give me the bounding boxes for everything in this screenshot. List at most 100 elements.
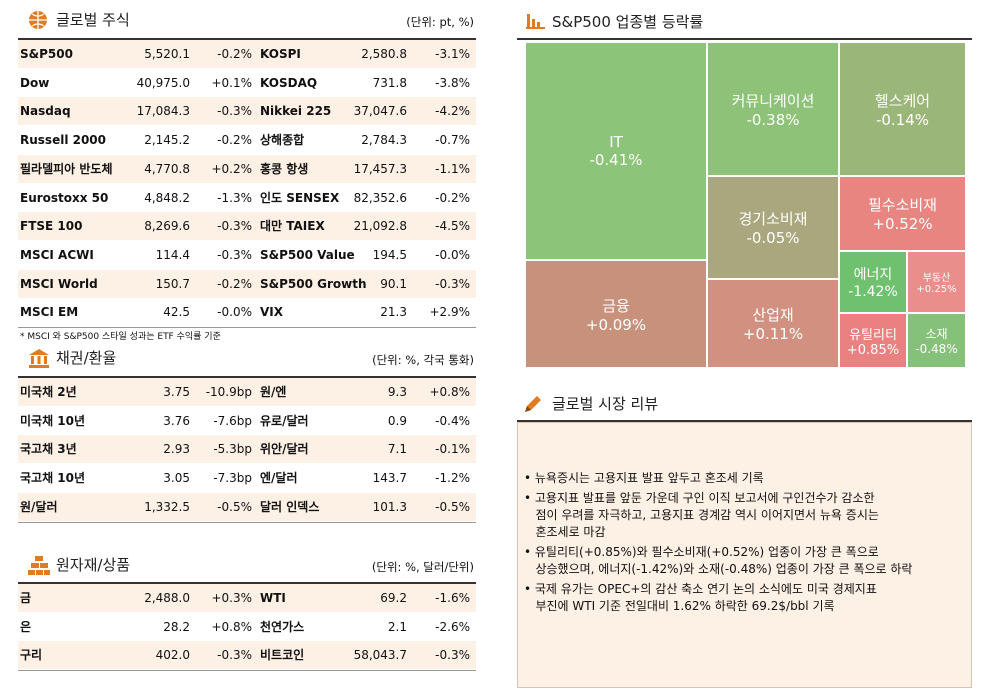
cell: 3.05: [163, 471, 190, 486]
table-row: 은 28.2 +0.8% 천연가스 2.1 -2.6%: [18, 612, 476, 641]
cell: 은: [20, 619, 32, 634]
cell: +2.9%: [429, 305, 470, 320]
review-text: 점이 우려를 자극하고, 고용지표 경계감 역시 이어지면서 뉴욕 증시는: [524, 508, 879, 522]
sector-change: -0.14%: [875, 110, 930, 129]
sector-name: 소재: [925, 327, 948, 341]
cell: -4.2%: [435, 104, 470, 119]
cell: -0.3%: [435, 276, 470, 291]
cell: 2,488.0: [144, 591, 190, 605]
sector-tile: 소재 -0.48%: [907, 313, 966, 368]
unit-label: (단위: %, 각국 통화): [372, 353, 474, 367]
cell: 402.0: [155, 648, 190, 663]
cell: -0.3%: [217, 219, 252, 234]
cell: 천연가스: [260, 619, 305, 634]
sector-tile: 필수소비재 +0.52%: [839, 176, 966, 251]
cell: -1.3%: [217, 190, 252, 205]
cell: 2,580.8: [361, 47, 407, 61]
cell: 69.2: [380, 591, 407, 605]
sector-change: -0.05%: [746, 229, 800, 247]
cell: +0.8%: [211, 619, 252, 634]
cell: 21.3: [380, 305, 407, 320]
review-text: • 뉴욕증시는 고용지표 발표 앞두고 혼조세 기록: [524, 471, 764, 485]
cell: -3.8%: [435, 75, 470, 90]
cell: -7.3bp: [213, 471, 252, 486]
sector-name: 산업재: [752, 306, 794, 324]
review-text: 상승했으며, 에너지(-1.42%)와 소재(-0.48%) 업종이 가장 큰 …: [524, 562, 913, 576]
sector-change: +0.25%: [916, 284, 957, 295]
cell: 엔/달러: [260, 471, 298, 486]
cell: -1.6%: [435, 591, 470, 605]
cell: -0.2%: [217, 276, 252, 291]
review-text: • 고용지표 발표를 앞둔 가운데 구인 이직 보고서에 구인건수가 감소한: [524, 491, 875, 505]
cell: 4,770.8: [144, 161, 190, 176]
cell: -0.5%: [217, 499, 252, 514]
cell: 194.5: [372, 247, 407, 262]
cell: 28.2: [163, 619, 190, 634]
cell: Nikkei 225: [260, 104, 332, 119]
note: * MSCI 와 S&P500 스타일 성과는 ETF 수익률 기준: [20, 332, 221, 342]
sector-name: IT: [609, 133, 623, 151]
cell: FTSE 100: [20, 219, 83, 234]
sector-change: +0.52%: [872, 215, 933, 233]
review-text: 부진에 WTI 기준 전일대비 1.62% 하락한 69.2$/bbl 기록: [524, 599, 835, 613]
review-text: • 유틸리티(+0.85%)와 필수소비재(+0.52%) 업종이 가장 큰 폭…: [524, 545, 879, 559]
rule: [18, 327, 476, 328]
cell: 37,047.6: [353, 104, 407, 119]
cell: -0.3%: [435, 648, 470, 663]
cell: MSCI EM: [20, 305, 79, 320]
cell: 위안/달러: [260, 442, 309, 457]
sector-change: -0.41%: [589, 151, 643, 169]
cell: -0.2%: [217, 47, 252, 61]
sector-change: -1.42%: [848, 284, 898, 300]
cell: -4.5%: [435, 219, 470, 234]
table-row: 구리 402.0 -0.3% 비트코인 58,043.7 -0.3%: [18, 641, 476, 670]
cell: 미국채 2년: [20, 385, 77, 399]
sector-name: 필수소비재: [867, 196, 937, 214]
cell: 국고채 10년: [20, 471, 86, 486]
chart-icon: [526, 14, 545, 29]
cell: KOSPI: [260, 47, 301, 61]
sector-name: 에너지: [853, 267, 893, 283]
review-text: • 국제 유가는 OPEC+의 감산 축소 연기 논의 소식에도 미국 경제지표: [524, 582, 877, 596]
cell: 2,145.2: [144, 133, 190, 148]
cell: +0.1%: [211, 75, 252, 90]
sector-tile: 커뮤니케이션 -0.38%: [707, 42, 839, 176]
cell: 원/엔: [260, 385, 287, 399]
cell: 1,332.5: [144, 499, 190, 514]
sector-change: +0.11%: [742, 325, 804, 343]
section-title: 글로벌 주식: [56, 11, 130, 29]
sector-tile: IT -0.41%: [525, 42, 707, 260]
rule: [18, 670, 476, 672]
section-title: 원자재/상품: [56, 556, 131, 574]
cell: -5.3bp: [213, 442, 252, 457]
cell: 90.1: [380, 276, 407, 291]
table-row: S&P500 5,520.1 -0.2% KOSPI 2,580.8 -3.1%: [18, 40, 476, 68]
rule: [18, 521, 476, 523]
cell: -1.1%: [435, 161, 470, 176]
rule: [517, 38, 972, 40]
table-row: Eurostoxx 50 4,848.2 -1.3% 인도 SENSEX 82,352.…: [18, 183, 476, 212]
cell: 상해종합: [260, 133, 305, 148]
cell: 58,043.7: [353, 648, 407, 663]
cell: MSCI ACWI: [20, 247, 94, 262]
cell: -0.5%: [435, 499, 470, 514]
cell: 2.1: [387, 619, 407, 634]
cell: -0.3%: [217, 247, 252, 262]
cell: -3.1%: [435, 47, 470, 61]
table-row: MSCI ACWI 114.4 -0.3% S&P500 Value 194.5 -0.0…: [18, 240, 476, 269]
cell: -0.2%: [217, 133, 252, 148]
cell: -0.3%: [217, 648, 252, 663]
table-row: Russell 2000 2,145.2 -0.2% 상해종합 2,784.3 -0.7%: [18, 126, 476, 155]
cell: MSCI World: [20, 276, 98, 291]
table-row: 미국채 10년 3.76 -7.6bp 유로/달러 0.9 -0.4%: [18, 406, 476, 435]
cell: -0.0%: [435, 247, 470, 262]
sector-tile: 부동산 +0.25%: [907, 251, 966, 313]
sector-name: 헬스케어: [874, 91, 931, 110]
cell: -0.3%: [217, 104, 252, 119]
bank-icon: [29, 349, 49, 368]
table-row: Dow 40,975.0 +0.1% KOSDAQ 731.8 -3.8%: [18, 68, 476, 97]
cell: 0.9: [387, 413, 407, 428]
cell: -0.7%: [435, 133, 470, 148]
cell: WTI: [260, 591, 286, 605]
cell: 3.76: [163, 413, 190, 428]
